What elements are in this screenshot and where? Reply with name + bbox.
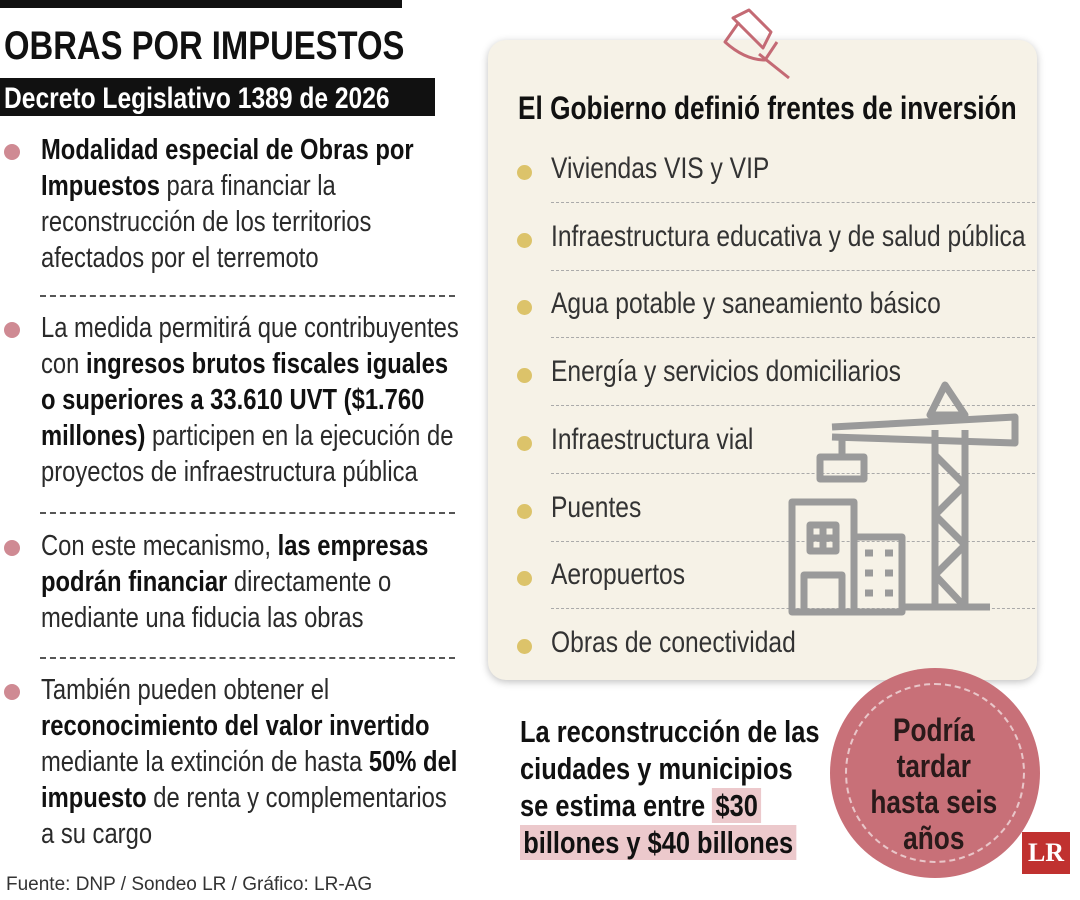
estimate-text: La reconstrucción de las ciudades y muni… — [520, 713, 823, 861]
list-item: Energía y servicios domiciliarios — [551, 355, 901, 389]
badge-ring — [845, 683, 1025, 863]
list-dot — [517, 165, 532, 180]
bullet-text: La medida permitirá que contribuyentes c… — [41, 310, 459, 490]
dashed-separator — [551, 269, 1035, 271]
dashed-separator — [40, 657, 455, 659]
list-dot — [517, 368, 532, 384]
bold-text: Modalidad especial de Obras por Impuesto… — [41, 134, 414, 202]
subtitle-box — [0, 78, 435, 116]
dashed-separator — [40, 295, 455, 297]
bold-text: las empresas podrán financiar — [41, 530, 429, 598]
list-item: Aeropuertos — [551, 558, 686, 592]
bullet-dot — [4, 144, 20, 160]
bold-text: reconocimiento del valor invertido — [41, 710, 430, 742]
bold-text: ingresos brutos fiscales iguales o super… — [41, 348, 449, 452]
text: de renta y complementarios a su cargo — [41, 782, 447, 850]
text: Con este mecanismo, — [41, 530, 278, 562]
list-dot — [517, 435, 532, 451]
text: para financiar la reconstrucción de los … — [41, 170, 372, 274]
list-item: Infraestructura vial — [551, 422, 754, 456]
list-item: Viviendas VIS y VIP — [551, 152, 770, 185]
dashed-separator — [551, 405, 1035, 407]
list-dot — [517, 638, 532, 654]
text: mediante la extinción de hasta — [41, 746, 369, 778]
bullet-dot — [4, 684, 20, 700]
text: También pueden obtener el — [41, 674, 330, 706]
dashed-separator — [40, 512, 455, 514]
subtitle: Decreto Legislativo 1389 de 2026 — [4, 82, 390, 115]
badge-text: Podría tardar hasta seis años — [870, 712, 998, 856]
list-dot — [517, 232, 532, 248]
list-item: Puentes — [551, 490, 642, 524]
pin-icon — [723, 8, 790, 80]
crane-illustration — [788, 381, 1019, 616]
text: La reconstrucción de las ciudades y muni… — [520, 714, 820, 823]
logo-box — [1022, 832, 1070, 874]
bold-text: 50% del impuesto — [41, 746, 458, 814]
list-item: Obras de conectividad — [551, 625, 796, 659]
panel — [488, 40, 1037, 680]
title: OBRAS POR IMPUESTOS — [4, 24, 405, 68]
logo: LR — [1027, 838, 1065, 867]
bullet-text: Con este mecanismo, las empresas podrán … — [41, 528, 459, 636]
bullet-dot — [4, 322, 20, 338]
list-dot — [517, 300, 532, 316]
bullet-text: También pueden obtener el reconocimiento… — [41, 672, 459, 852]
text: directamente o mediante una fiducia las … — [41, 566, 392, 634]
source: Fuente: DNP / Sondeo LR / Gráfico: LR-AG — [6, 874, 373, 895]
panel-title: El Gobierno definió frentes de inversión — [518, 90, 1017, 126]
dashed-separator — [551, 337, 1035, 339]
list-dot — [517, 571, 532, 587]
dashed-separator — [551, 202, 1035, 203]
top-bar — [0, 0, 402, 8]
list-item: Infraestructura educativa y de salud púb… — [551, 219, 1026, 253]
bullet-dot — [4, 540, 20, 556]
text: La medida permitirá que contribuyentes c… — [41, 312, 459, 380]
list-dot — [517, 503, 532, 519]
list-item: Agua potable y saneamiento básico — [551, 287, 941, 321]
bullet-text: Modalidad especial de Obras por Impuesto… — [41, 132, 459, 276]
text: participen en la ejecución de proyectos … — [41, 420, 454, 488]
dashed-separator — [551, 472, 1035, 474]
